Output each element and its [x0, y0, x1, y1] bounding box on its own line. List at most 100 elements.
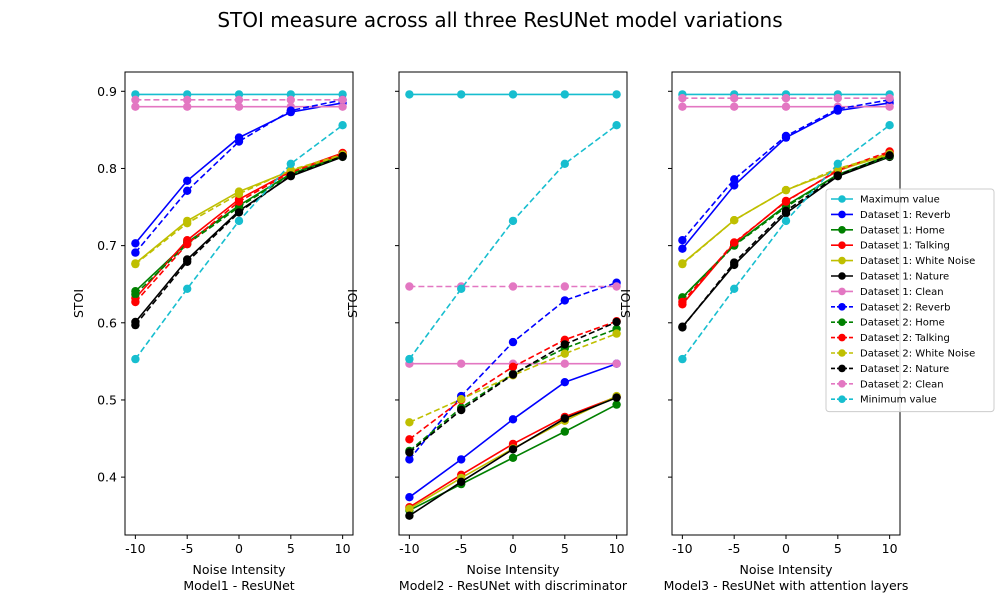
data-point [678, 354, 687, 364]
legend-marker [838, 380, 846, 388]
data-point [885, 102, 894, 111]
data-point [183, 102, 192, 111]
x-tick-label: -10 [399, 541, 419, 556]
x-tick-label: 0 [782, 541, 790, 556]
y-axis-label: STOI [71, 289, 86, 318]
data-point [612, 400, 621, 409]
data-point [781, 131, 791, 141]
data-point [508, 282, 518, 291]
x-tick-label: 10 [882, 541, 898, 556]
series-line [134, 153, 343, 265]
data-point [560, 340, 569, 349]
y-tick-label: 0.8 [97, 161, 117, 176]
legend-marker [838, 210, 846, 219]
data-point [131, 248, 140, 257]
data-point [286, 171, 295, 180]
legend-marker [838, 195, 846, 203]
data-point [234, 137, 244, 146]
data-point [508, 370, 518, 379]
data-point [560, 296, 569, 305]
data-point [457, 455, 466, 464]
data-point [560, 349, 569, 358]
data-point [885, 94, 894, 103]
data-point [781, 197, 791, 206]
data-point [457, 477, 466, 486]
x-tick-label: 0 [235, 541, 243, 556]
series-line [134, 152, 343, 299]
data-point [833, 159, 842, 168]
data-point [781, 102, 791, 111]
legend-label: Dataset 1: Clean [860, 287, 944, 298]
y-tick-label: 0.9 [97, 84, 117, 99]
data-point [234, 197, 244, 206]
series-line [134, 153, 343, 303]
plot-frame [398, 71, 628, 536]
data-point [678, 259, 687, 269]
data-point [730, 216, 739, 225]
data-point [405, 90, 414, 99]
series-line [134, 155, 343, 326]
data-point [730, 258, 739, 267]
x-axis-label: Noise Intensity [466, 562, 560, 577]
data-point [508, 90, 518, 99]
chart-panel-1: -10 -5 0 5 10 0.4 0.5 0.6 0.7 0.8 0.9 STOI Noise Int… [71, 71, 354, 593]
data-point [234, 208, 244, 217]
data-point [131, 320, 140, 330]
series-line [408, 362, 617, 498]
data-point [183, 219, 192, 228]
data-point [781, 94, 791, 103]
data-point [131, 102, 140, 111]
legend-marker [838, 241, 846, 249]
data-point [131, 297, 140, 307]
legend-marker [838, 318, 846, 327]
data-point [457, 90, 466, 99]
data-point [405, 418, 414, 427]
data-point [781, 185, 791, 195]
y-tick-label: 0.7 [97, 238, 117, 253]
data-point [234, 189, 244, 199]
data-point [730, 94, 739, 103]
legend: Maximum value Dataset 1: Reverb Dataset 1:… [825, 188, 995, 413]
data-point [234, 95, 244, 105]
data-point [131, 259, 140, 269]
data-point [234, 216, 244, 226]
data-point [183, 186, 192, 195]
x-axis-label: Noise Intensity [739, 562, 833, 577]
data-point [508, 337, 518, 347]
y-axis-label: STOI [618, 289, 633, 318]
data-point [560, 414, 569, 423]
legend-marker [838, 226, 846, 234]
legend-marker [838, 272, 846, 280]
legend-label: Dataset 2: Nature [860, 364, 949, 375]
legend-label: Dataset 2: White Noise [860, 349, 975, 360]
legend-marker [838, 395, 846, 404]
data-point [457, 405, 466, 415]
data-point [131, 354, 140, 364]
legend-marker [838, 303, 846, 311]
data-point [781, 216, 791, 226]
legend-label: Minimum value [860, 395, 937, 406]
legend-label: Dataset 1: Reverb [860, 210, 950, 221]
data-point [457, 395, 466, 404]
data-point [183, 284, 192, 293]
data-point [730, 238, 739, 247]
data-point [405, 504, 414, 513]
panel-subtitle: Model3 - ResUNet with attention layers [664, 578, 909, 593]
data-point [560, 90, 569, 99]
data-point [612, 317, 621, 327]
data-point [612, 329, 621, 338]
x-tick-label: 5 [287, 541, 295, 556]
data-point [286, 159, 295, 168]
series-line [134, 124, 344, 360]
data-point [338, 151, 347, 161]
data-point [405, 354, 414, 364]
data-point [781, 206, 791, 216]
data-point [612, 282, 621, 291]
data-point [833, 94, 842, 103]
data-point [338, 102, 347, 111]
x-tick-label: -10 [125, 541, 145, 556]
legend-label: Dataset 2: Reverb [860, 302, 950, 313]
data-point [678, 297, 687, 307]
